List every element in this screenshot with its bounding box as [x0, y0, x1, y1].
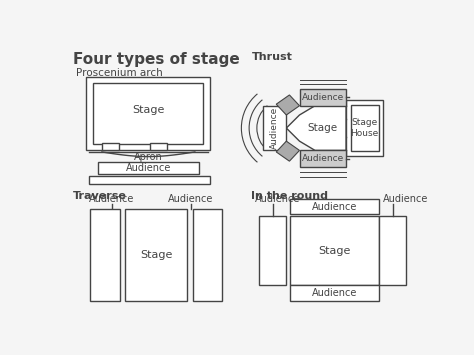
Text: Stage: Stage [308, 123, 338, 133]
Bar [125, 209, 187, 301]
Text: Traverse: Traverse [73, 191, 127, 201]
Text: Audience: Audience [255, 194, 301, 204]
Bar [98, 162, 199, 174]
Text: Audience: Audience [312, 202, 357, 212]
Text: Proscenium arch: Proscenium arch [76, 68, 163, 78]
Bar [259, 216, 286, 285]
Text: Audience: Audience [301, 154, 344, 163]
Text: Audience: Audience [312, 288, 357, 298]
Text: In the round: In the round [251, 191, 328, 201]
Text: Audience: Audience [270, 107, 279, 149]
Bar [263, 106, 286, 151]
Bar [346, 100, 383, 156]
Text: Audience: Audience [301, 93, 344, 102]
Bar [351, 105, 379, 151]
Bar [300, 151, 346, 167]
Bar [90, 209, 120, 301]
Bar [86, 77, 210, 151]
Text: Stage: Stage [132, 105, 164, 115]
Bar [290, 285, 379, 301]
Text: Stage: Stage [318, 246, 351, 256]
Polygon shape [286, 106, 346, 151]
Bar [290, 199, 379, 214]
Bar [93, 83, 203, 144]
Bar [379, 216, 406, 285]
Bar [300, 89, 346, 106]
Text: Apron: Apron [134, 152, 163, 162]
Text: Audience: Audience [168, 194, 214, 204]
Text: Audience: Audience [383, 194, 428, 204]
Text: Four types of stage: Four types of stage [73, 52, 240, 67]
Text: Stage: Stage [140, 250, 173, 260]
Text: Audience: Audience [126, 163, 171, 173]
Text: Audience: Audience [89, 194, 135, 204]
Text: Stage
House: Stage House [350, 118, 379, 138]
Text: Thrust: Thrust [251, 52, 292, 62]
Polygon shape [276, 141, 300, 161]
Bar [150, 143, 167, 151]
Polygon shape [276, 95, 300, 115]
Bar [290, 216, 379, 285]
Bar [89, 176, 210, 184]
Bar [102, 143, 119, 151]
Bar [192, 209, 222, 301]
